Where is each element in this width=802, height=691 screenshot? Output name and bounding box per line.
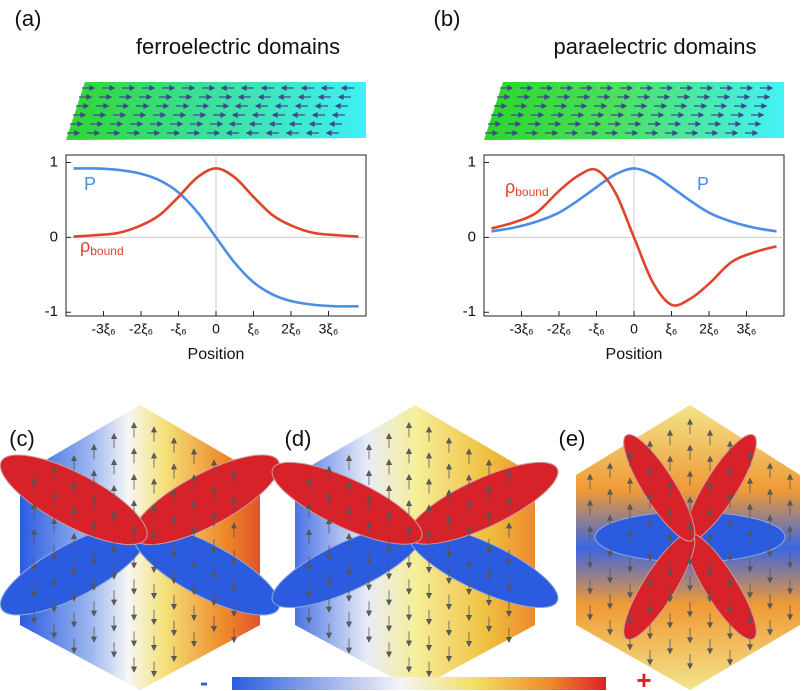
x-tick-label: -2ξ₆ (547, 321, 571, 337)
x-tick-label: 0 (630, 321, 638, 337)
colorbar-min-label: - (200, 669, 208, 691)
panel-label: (c) (9, 426, 35, 451)
y-tick-label: 1 (468, 153, 476, 170)
y-tick-label: 0 (50, 228, 58, 245)
panel-label: (b) (434, 6, 461, 31)
colorbar-max-label: + (636, 665, 651, 691)
y-tick-label: -1 (463, 303, 476, 320)
x-tick-label: ξ₆ (666, 321, 678, 337)
y-tick-label: 1 (50, 153, 58, 170)
hexagon-c (0, 405, 291, 690)
x-axis-label: Position (188, 346, 245, 363)
panel-label: (e) (559, 426, 586, 451)
panel-label: (d) (285, 426, 312, 451)
field-arrow-head (507, 638, 511, 642)
x-tick-label: -2ξ₆ (129, 321, 153, 337)
series-label: ρbound (80, 236, 124, 258)
x-tick-label: 0 (212, 321, 220, 337)
figure: (a) (b) (c) (d) (e) - + ferroelectric do… (0, 0, 802, 691)
field-arrow-head (232, 638, 236, 642)
series-label: P (697, 174, 709, 194)
x-tick-label: -ξ₆ (170, 321, 187, 337)
x-tick-label: -3ξ₆ (91, 321, 115, 337)
x-tick-label: -ξ₆ (588, 321, 605, 337)
x-tick-label: 3ξ₆ (319, 321, 339, 337)
colorbar (232, 677, 606, 690)
y-tick-label: -1 (45, 303, 58, 320)
x-tick-label: -3ξ₆ (509, 321, 533, 337)
chart-title: paraelectric domains (554, 34, 757, 59)
x-tick-label: 2ξ₆ (281, 321, 301, 337)
panel-label: (a) (15, 6, 42, 31)
x-tick-label: ξ₆ (248, 321, 260, 337)
series-label: P (84, 174, 96, 194)
chart-title: ferroelectric domains (136, 34, 340, 59)
x-axis-label: Position (606, 346, 663, 363)
x-tick-label: 3ξ₆ (737, 321, 757, 337)
series-label: ρbound (505, 177, 549, 199)
x-tick-label: 2ξ₆ (699, 321, 719, 337)
y-tick-label: 0 (468, 228, 476, 245)
